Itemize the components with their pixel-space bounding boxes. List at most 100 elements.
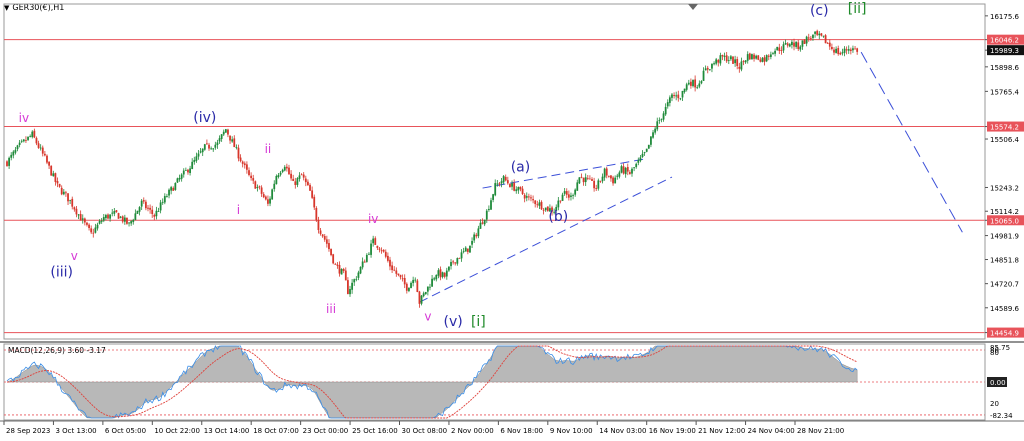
candle-body bbox=[466, 248, 469, 252]
candle-body bbox=[86, 222, 88, 225]
candle-body bbox=[445, 270, 448, 277]
candle-body bbox=[330, 248, 332, 256]
candle-body bbox=[334, 263, 337, 265]
candle-body bbox=[793, 42, 795, 47]
candle-body bbox=[650, 136, 652, 145]
candle-body bbox=[71, 198, 74, 207]
chart-shift-marker[interactable] bbox=[688, 4, 698, 10]
candle-body bbox=[90, 228, 93, 233]
candle-body bbox=[105, 215, 107, 219]
candle-body bbox=[664, 106, 667, 115]
wave-label: (c) bbox=[810, 3, 829, 19]
candle-body bbox=[591, 179, 593, 181]
candle-body bbox=[338, 265, 341, 274]
candle-body bbox=[401, 278, 404, 280]
candle-body bbox=[694, 79, 697, 88]
candle-body bbox=[816, 30, 819, 35]
candle-body bbox=[408, 287, 410, 291]
candle-body bbox=[94, 227, 97, 233]
candle-body bbox=[704, 68, 707, 71]
candle-body bbox=[35, 137, 38, 144]
candle-body bbox=[39, 147, 42, 149]
candle-body bbox=[513, 182, 516, 191]
price-tick-label: 14454.9 bbox=[990, 330, 1019, 338]
candle-body bbox=[767, 55, 770, 57]
candle-body bbox=[69, 199, 72, 201]
candle-body bbox=[140, 200, 143, 207]
time-tick-label: 28 Sep 2023 bbox=[6, 427, 50, 435]
candle-body bbox=[833, 49, 835, 53]
candle-body bbox=[456, 258, 459, 264]
candle-body bbox=[673, 94, 675, 96]
candle-body bbox=[365, 254, 368, 262]
candle-body bbox=[685, 84, 688, 90]
candle-body bbox=[437, 270, 440, 276]
time-tick-label: 14 Nov 03:00 bbox=[599, 427, 646, 435]
candle-body bbox=[285, 166, 288, 169]
candle-body bbox=[75, 208, 78, 215]
candle-body bbox=[199, 151, 202, 153]
price-tick-label: 14851.8 bbox=[990, 257, 1019, 265]
candle-body bbox=[321, 234, 324, 237]
symbol-bar[interactable]: ▼ GER30(€),H1 bbox=[4, 3, 64, 12]
candle-body bbox=[580, 176, 583, 178]
wave-label: v bbox=[71, 249, 78, 263]
candle-body bbox=[786, 43, 789, 46]
candle-body bbox=[847, 49, 850, 51]
candle-body bbox=[132, 219, 135, 223]
candle-body bbox=[711, 63, 713, 69]
candle-body bbox=[254, 181, 257, 189]
candle-body bbox=[107, 214, 109, 219]
candle-body bbox=[622, 166, 625, 174]
candle-body bbox=[323, 236, 326, 240]
dropdown-triangle-icon[interactable]: ▼ bbox=[4, 3, 10, 12]
candle-body bbox=[33, 130, 36, 138]
price-tick-label: 15898.6 bbox=[990, 64, 1019, 72]
candle-body bbox=[635, 163, 638, 168]
candle-body bbox=[245, 164, 248, 170]
macd-tick-label: 20 bbox=[990, 400, 999, 408]
price-tick-label: 16046.2 bbox=[990, 37, 1019, 45]
candle-body bbox=[610, 175, 612, 179]
candle-body bbox=[521, 188, 524, 194]
chart-shift-triangle-icon[interactable] bbox=[688, 4, 698, 10]
candle-body bbox=[616, 175, 619, 177]
candle-body bbox=[687, 82, 690, 85]
candle-body bbox=[464, 247, 467, 252]
candle-body bbox=[216, 142, 219, 145]
candle-body bbox=[376, 245, 379, 248]
candle-body bbox=[677, 94, 680, 99]
candle-body bbox=[121, 216, 124, 222]
candle-body bbox=[370, 243, 372, 255]
candle-body bbox=[403, 277, 406, 285]
level-price-box bbox=[987, 121, 1024, 132]
candle-body bbox=[567, 194, 570, 198]
wave-label: (a) bbox=[511, 160, 531, 176]
candle-body bbox=[799, 46, 802, 50]
candle-body bbox=[420, 295, 423, 304]
candle-body bbox=[220, 134, 223, 139]
candle-body bbox=[732, 56, 734, 64]
candle-body bbox=[721, 54, 724, 57]
candle-body bbox=[742, 61, 745, 63]
candle-body bbox=[727, 60, 730, 61]
candle-body bbox=[828, 42, 831, 47]
candle-body bbox=[506, 180, 509, 184]
candle-body bbox=[227, 129, 229, 135]
candle-body bbox=[292, 178, 295, 181]
candle-body bbox=[778, 47, 781, 51]
candle-body bbox=[849, 49, 852, 51]
candle-body bbox=[81, 218, 84, 220]
candle-body bbox=[10, 154, 13, 158]
macd-signal-line bbox=[6, 345, 858, 419]
candle-body bbox=[27, 136, 29, 140]
candle-body bbox=[460, 252, 463, 259]
candle-body bbox=[725, 55, 728, 62]
candle-body bbox=[307, 181, 309, 186]
candle-body bbox=[187, 169, 189, 173]
candle-body bbox=[92, 232, 95, 234]
macd-histogram bbox=[6, 345, 858, 419]
candle-body bbox=[519, 186, 522, 190]
candle-body bbox=[412, 279, 415, 284]
